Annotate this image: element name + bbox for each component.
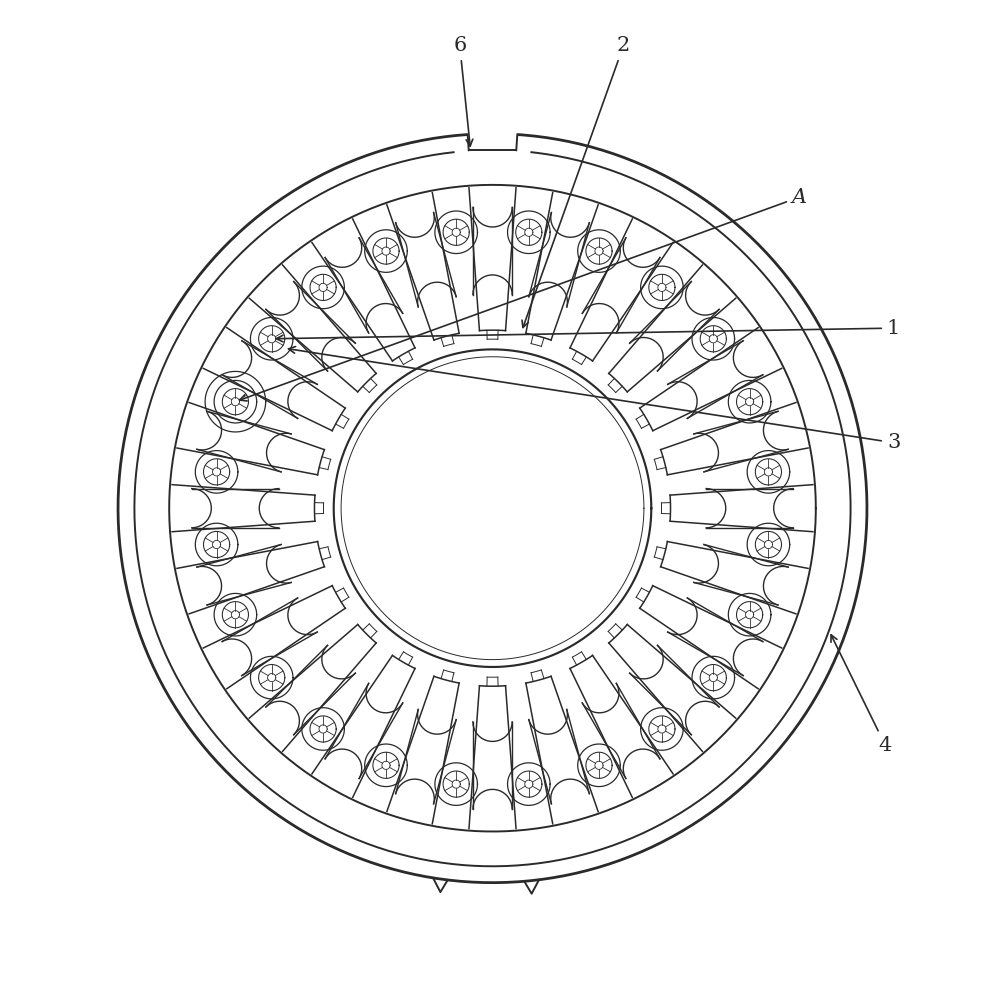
Text: A: A — [239, 188, 807, 401]
Text: 4: 4 — [831, 635, 892, 755]
Text: 3: 3 — [289, 347, 900, 452]
Text: 1: 1 — [277, 319, 900, 342]
Text: 2: 2 — [522, 36, 630, 328]
Text: 6: 6 — [453, 36, 473, 146]
